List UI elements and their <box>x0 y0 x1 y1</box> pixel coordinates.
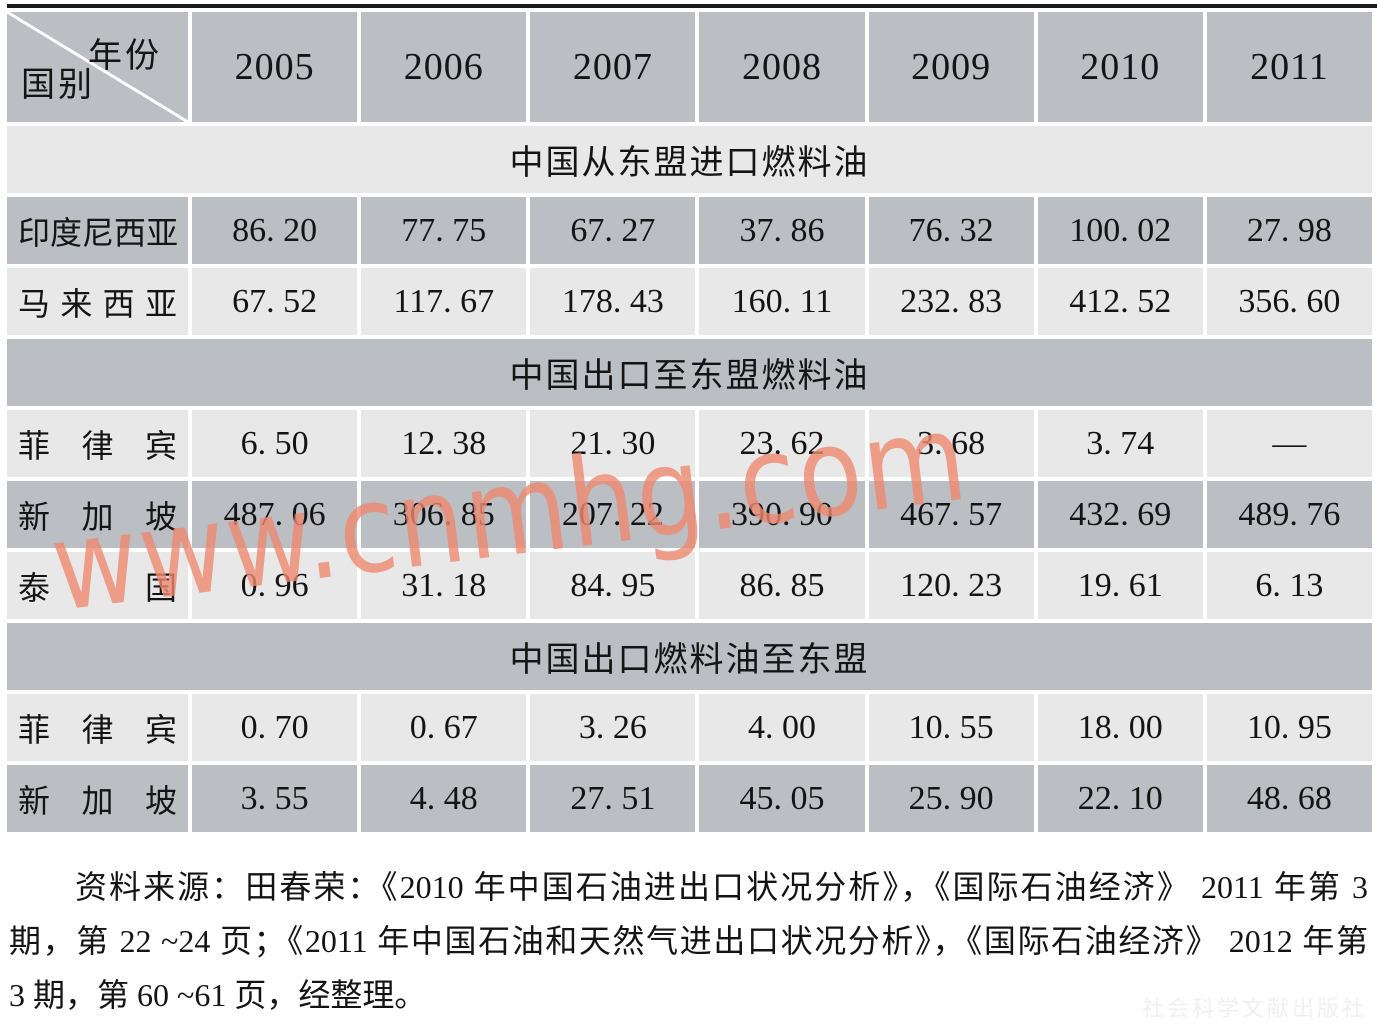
country-cell-thailand: 泰国 <box>7 552 188 619</box>
value-cell: 45. 05 <box>699 765 865 832</box>
value-cell: 489. 76 <box>1206 481 1372 548</box>
value-cell: 412. 52 <box>1037 268 1203 335</box>
value-cell: 3. 74 <box>1037 410 1203 477</box>
section-title-exports-to-asean: 中国出口至东盟燃料油 <box>7 339 1372 406</box>
value-cell: 6. 50 <box>192 410 358 477</box>
source-note-line-3: 3 期，第 60 ~61 页，经整理。 <box>9 977 427 1013</box>
value-cell: 3. 55 <box>192 765 358 832</box>
value-cell: 10. 55 <box>868 694 1034 761</box>
value-cell: 31. 18 <box>361 552 527 619</box>
value-cell: 27. 51 <box>530 765 696 832</box>
year-header-2008: 2008 <box>699 12 865 122</box>
value-cell: 19. 61 <box>1037 552 1203 619</box>
value-cell: 12. 38 <box>361 410 527 477</box>
year-header-2005: 2005 <box>192 12 358 122</box>
value-cell: 27. 98 <box>1206 197 1372 264</box>
country-cell-singapore: 新加坡 <box>7 481 188 548</box>
value-cell: 23. 62 <box>699 410 865 477</box>
country-cell-indonesia: 印度尼西亚 <box>7 197 188 264</box>
corner-label-year: 年份 <box>88 38 162 75</box>
value-cell: 178. 43 <box>530 268 696 335</box>
value-cell: 0. 96 <box>192 552 358 619</box>
value-cell: 25. 90 <box>868 765 1034 832</box>
value-cell: 3. 68 <box>868 410 1034 477</box>
value-cell: 117. 67 <box>361 268 527 335</box>
value-cell: 18. 00 <box>1037 694 1203 761</box>
value-cell: 487. 06 <box>192 481 358 548</box>
fuel-oil-table: 年份 国别 2005 2006 2007 2008 2009 2010 2011… <box>7 12 1372 832</box>
value-cell: 120. 23 <box>868 552 1034 619</box>
year-header-2010: 2010 <box>1037 12 1203 122</box>
value-cell: 4. 48 <box>361 765 527 832</box>
value-cell: 22. 10 <box>1037 765 1203 832</box>
country-cell-philippines: 菲律宾 <box>7 694 188 761</box>
value-cell: 356. 60 <box>1206 268 1372 335</box>
value-cell: 3. 26 <box>530 694 696 761</box>
value-cell: 232. 83 <box>868 268 1034 335</box>
year-header-2006: 2006 <box>361 12 527 122</box>
value-cell: 160. 11 <box>699 268 865 335</box>
section-title-imports-from-asean: 中国从东盟进口燃料油 <box>7 126 1372 193</box>
year-header-2009: 2009 <box>868 12 1034 122</box>
value-cell: 21. 30 <box>530 410 696 477</box>
value-cell: 10. 95 <box>1206 694 1372 761</box>
value-cell: 67. 52 <box>192 268 358 335</box>
value-cell: 6. 13 <box>1206 552 1372 619</box>
table-top-rule <box>7 4 1377 8</box>
value-cell: 207. 22 <box>530 481 696 548</box>
source-note-line-1: 资料来源：田春荣：《2010 年中国石油进出口状况分析》，《国际石油经济》 20… <box>75 869 1368 905</box>
country-cell-malaysia: 马来西亚 <box>7 268 188 335</box>
corner-label-country: 国别 <box>21 67 95 104</box>
value-cell: 48. 68 <box>1206 765 1372 832</box>
value-cell: 0. 70 <box>192 694 358 761</box>
publisher-watermark: 社会科学文献出版社 <box>1141 996 1367 1021</box>
source-note-line-2: 期，第 22 ~24 页；《2011 年中国石油和天然气进出口状况分析》，《国际… <box>9 923 1368 959</box>
value-cell: 77. 75 <box>361 197 527 264</box>
value-cell: 86. 20 <box>192 197 358 264</box>
value-cell: 390. 90 <box>699 481 865 548</box>
value-cell: — <box>1206 410 1372 477</box>
value-cell: 4. 00 <box>699 694 865 761</box>
value-cell: 76. 32 <box>868 197 1034 264</box>
year-header-2007: 2007 <box>530 12 696 122</box>
value-cell: 306. 85 <box>361 481 527 548</box>
section-title-exports-fuel-oil-to-asean: 中国出口燃料油至东盟 <box>7 623 1372 690</box>
value-cell: 67. 27 <box>530 197 696 264</box>
value-cell: 467. 57 <box>868 481 1034 548</box>
source-note: 资料来源：田春荣：《2010 年中国石油进出口状况分析》，《国际石油经济》 20… <box>9 860 1368 1022</box>
corner-cell: 年份 国别 <box>7 12 188 122</box>
country-cell-singapore: 新加坡 <box>7 765 188 832</box>
diagonal-divider-line <box>7 12 188 122</box>
value-cell: 432. 69 <box>1037 481 1203 548</box>
country-cell-philippines: 菲律宾 <box>7 410 188 477</box>
year-header-2011: 2011 <box>1206 12 1372 122</box>
value-cell: 100. 02 <box>1037 197 1203 264</box>
value-cell: 0. 67 <box>361 694 527 761</box>
value-cell: 37. 86 <box>699 197 865 264</box>
value-cell: 84. 95 <box>530 552 696 619</box>
value-cell: 86. 85 <box>699 552 865 619</box>
